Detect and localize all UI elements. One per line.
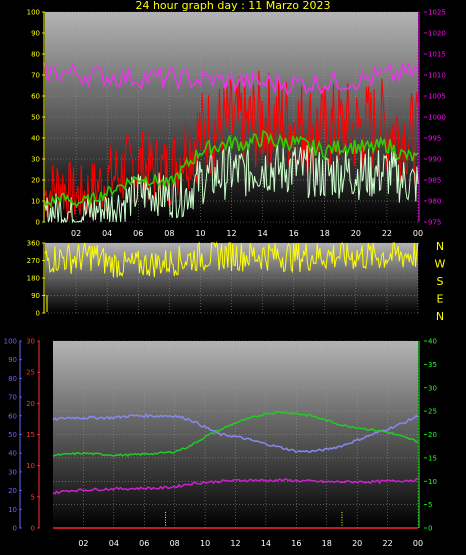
- dewpoint-tick-label: 10: [26, 462, 35, 470]
- wind-tick-label: 40: [31, 135, 40, 143]
- humidity-tick-label: 70: [8, 394, 17, 402]
- atmo-x-tick-label: 04: [109, 539, 119, 548]
- atmo-x-tick-label: 14: [261, 539, 271, 548]
- atmo-x-tick-label: 18: [322, 539, 332, 548]
- pressure-tick-label: 1010: [428, 72, 446, 80]
- temperature-tick-label: 10: [428, 478, 437, 486]
- direction-tick-label: 0: [36, 310, 40, 318]
- atmo-x-tick-label: 08: [170, 539, 180, 548]
- direction-tick-label: 90: [31, 292, 40, 300]
- atmo-x-tick-label: 02: [78, 539, 88, 548]
- wind-tick-label: 70: [31, 72, 40, 80]
- temperature-tick-label: 25: [428, 408, 437, 416]
- direction-tick-label: 270: [27, 257, 40, 265]
- wind-min-line: [44, 144, 419, 224]
- wind-x-tick-label: 10: [195, 229, 205, 238]
- wind-tick-label: 60: [31, 93, 40, 101]
- atmo-x-tick-label: 06: [139, 539, 149, 548]
- pressure-tick-label: 1000: [428, 114, 446, 122]
- wind-x-tick-label: 22: [382, 229, 392, 238]
- wind-tick-label: 90: [31, 30, 40, 38]
- atmo-x-tick-label: 00: [413, 539, 423, 548]
- wind-avg-line: [44, 129, 419, 208]
- compass-label: E: [437, 293, 444, 306]
- pressure-tick-label: 1015: [428, 51, 446, 59]
- temperature-line: [52, 411, 419, 458]
- wind-tick-label: 80: [31, 51, 40, 59]
- pressure-tick-label: 995: [428, 135, 441, 143]
- humidity-tick-label: 30: [8, 468, 17, 476]
- wind-tick-label: 50: [31, 114, 40, 122]
- temperature-tick-label: 30: [428, 384, 437, 392]
- temperature-tick-label: 0: [428, 525, 432, 533]
- direction-line: [44, 241, 419, 278]
- temperature-tick-label: 5: [428, 501, 432, 509]
- dewpoint-tick-label: 30: [26, 338, 35, 346]
- wind-x-tick-label: 02: [71, 229, 81, 238]
- wind-tick-label: 100: [27, 9, 40, 17]
- humidity-tick-label: 60: [8, 412, 17, 420]
- atmo-x-tick-label: 20: [352, 539, 362, 548]
- atmo-x-tick-label: 12: [230, 539, 240, 548]
- wind-tick-label: 30: [31, 156, 40, 164]
- temperature-tick-label: 20: [428, 431, 437, 439]
- graph-title: 24 hour graph day : 11 Marzo 2023: [135, 0, 331, 12]
- humidity-tick-label: 10: [8, 506, 17, 514]
- dewpoint-tick-label: 20: [26, 400, 35, 408]
- humidity-tick-label: 80: [8, 375, 17, 383]
- atmo-x-tick-label: 16: [291, 539, 301, 548]
- wind-x-tick-label: 12: [226, 229, 236, 238]
- temperature-tick-label: 35: [428, 361, 437, 369]
- direction-tick-label: 180: [27, 275, 40, 283]
- pressure-tick-label: 1025: [428, 9, 446, 17]
- dewpoint-tick-label: 25: [26, 369, 35, 377]
- humidity-tick-label: 50: [8, 431, 17, 439]
- wind-tick-label: 0: [36, 219, 40, 227]
- dewpoint-tick-label: 0: [31, 525, 35, 533]
- compass-label: S: [437, 275, 444, 288]
- temperature-tick-label: 40: [428, 338, 437, 346]
- wind-x-tick-label: 16: [289, 229, 299, 238]
- compass-label: N: [436, 240, 444, 253]
- humidity-tick-label: 100: [4, 338, 17, 346]
- wind-x-tick-label: 08: [164, 229, 174, 238]
- wind-x-tick-label: 18: [320, 229, 330, 238]
- humidity-tick-label: 0: [13, 525, 17, 533]
- atmo-x-tick-label: 22: [382, 539, 392, 548]
- compass-label: N: [436, 310, 444, 323]
- pressure-tick-label: 985: [428, 177, 441, 185]
- humidity-line: [52, 413, 419, 454]
- wind-x-tick-label: 04: [102, 229, 112, 238]
- atmo-x-tick-label: 10: [200, 539, 210, 548]
- humidity-tick-label: 90: [8, 356, 17, 364]
- pressure-tick-label: 975: [428, 219, 441, 227]
- wind-x-tick-label: 06: [133, 229, 143, 238]
- wind-x-tick-label: 20: [351, 229, 361, 238]
- compass-label: W: [435, 258, 446, 271]
- pressure-line: [44, 62, 419, 96]
- wind-x-tick-label: 14: [257, 229, 267, 238]
- pressure-tick-label: 1005: [428, 93, 446, 101]
- pressure-tick-label: 1020: [428, 30, 446, 38]
- temperature-tick-label: 15: [428, 454, 437, 462]
- humidity-tick-label: 20: [8, 487, 17, 495]
- dewpoint-line: [52, 477, 419, 495]
- pressure-tick-label: 990: [428, 156, 441, 164]
- dewpoint-tick-label: 15: [26, 431, 35, 439]
- wind-tick-label: 20: [31, 177, 40, 185]
- wind-tick-label: 10: [31, 198, 40, 206]
- direction-tick-label: 360: [27, 240, 40, 248]
- pressure-tick-label: 980: [428, 198, 441, 206]
- humidity-tick-label: 40: [8, 450, 17, 458]
- dewpoint-tick-label: 5: [31, 493, 35, 501]
- wind-x-tick-label: 00: [413, 229, 423, 238]
